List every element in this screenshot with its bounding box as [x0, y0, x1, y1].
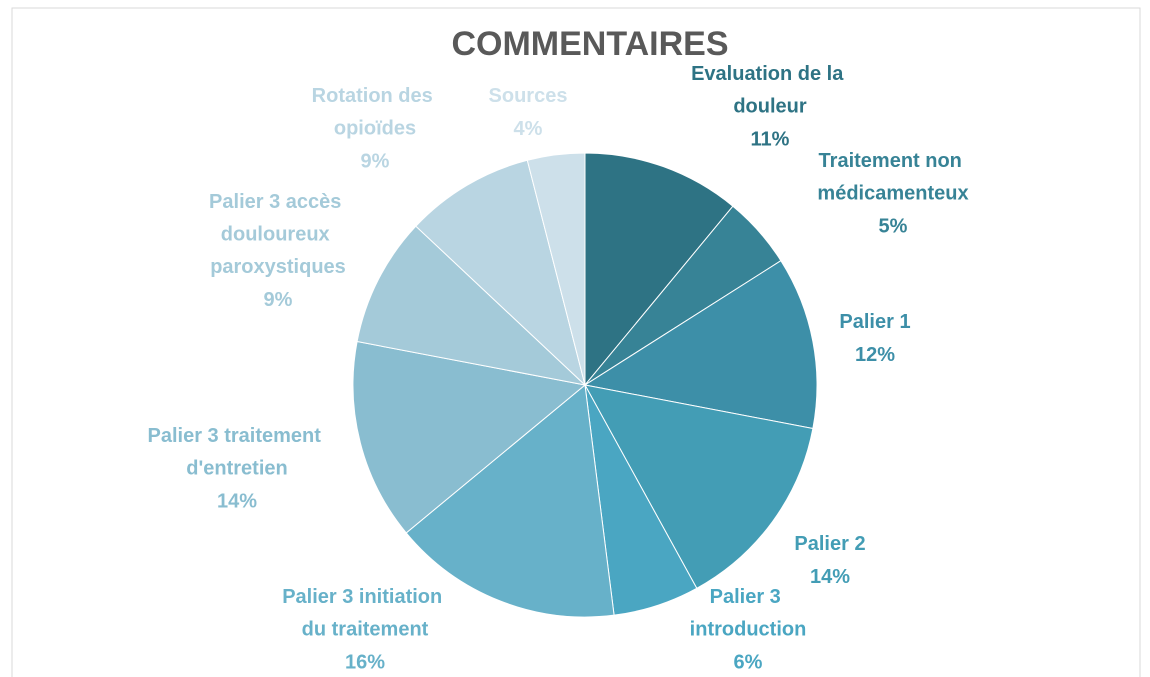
value-label: 4% — [514, 118, 543, 140]
slice-label: Sources — [489, 85, 568, 107]
chart-border — [11, 7, 1141, 677]
value-label: 5% — [879, 215, 908, 237]
slice-label: Palier 3 initiation du traitement — [282, 586, 448, 641]
value-label: 11% — [751, 128, 790, 150]
slice-label: Rotation des opioïdes — [312, 85, 439, 140]
pie-slice — [526, 152, 586, 386]
chart-title: COMMENTAIRES — [451, 25, 728, 63]
value-label: 9% — [264, 289, 293, 311]
slice-label: Traitement non médicamenteux — [817, 150, 968, 205]
slice-label: Palier 1 — [839, 311, 910, 333]
pie-slice — [583, 259, 818, 430]
pie-slice — [356, 225, 587, 386]
slice-label: Palier 3 accès douloureux paroxystiques — [209, 191, 347, 278]
pie-slice — [415, 159, 586, 387]
slice-label: Evaluation de la douleur — [691, 63, 849, 118]
slice-label: Palier 3 traitement d'entretien — [148, 425, 327, 480]
value-label: 9% — [361, 150, 390, 172]
slice-label: Palier 3 introduction — [690, 586, 807, 641]
value-label: 16% — [345, 651, 385, 673]
value-label: 14% — [810, 566, 850, 588]
pie-slice — [352, 340, 587, 534]
pie-slice — [405, 384, 615, 618]
value-label: 14% — [217, 490, 257, 512]
pie-slice — [584, 152, 734, 387]
value-label: 6% — [734, 651, 763, 673]
slice-label: Palier 2 — [794, 533, 865, 555]
pie-slice — [584, 384, 814, 589]
value-label: 12% — [855, 344, 895, 366]
